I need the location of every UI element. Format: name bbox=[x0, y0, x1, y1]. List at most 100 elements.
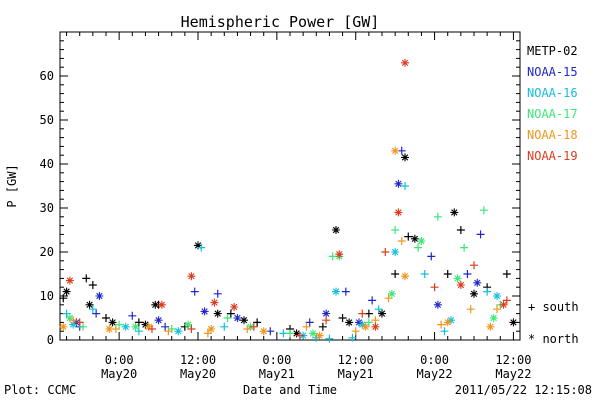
point-north bbox=[108, 318, 117, 327]
point-south bbox=[476, 230, 485, 239]
point-south bbox=[213, 289, 222, 298]
x-tick-date: May21 bbox=[259, 367, 295, 381]
legend-entry-noaa-19: NOAA-19 bbox=[527, 149, 578, 163]
point-south bbox=[190, 287, 199, 296]
point-north bbox=[184, 320, 193, 329]
point-north bbox=[456, 281, 465, 289]
point-north bbox=[65, 276, 74, 285]
point-north bbox=[453, 274, 462, 283]
point-south bbox=[82, 274, 91, 283]
point-north bbox=[59, 322, 68, 331]
point-south bbox=[502, 296, 511, 305]
point-south bbox=[220, 322, 229, 331]
point-north bbox=[443, 318, 452, 327]
y-tick-label: 20 bbox=[40, 245, 54, 259]
point-south bbox=[134, 318, 143, 327]
point-north bbox=[378, 309, 386, 318]
point-north bbox=[230, 303, 239, 311]
y-tick-label: 0 bbox=[47, 333, 54, 347]
point-north bbox=[131, 322, 140, 331]
x-axis-label: Date and Time bbox=[243, 383, 337, 397]
point-south bbox=[381, 248, 390, 256]
series-noaa-18 bbox=[59, 146, 501, 340]
point-south bbox=[460, 243, 469, 252]
point-south bbox=[148, 325, 156, 333]
point-south bbox=[62, 309, 71, 318]
y-tick-label: 50 bbox=[40, 113, 54, 127]
marker-legend-north: * north bbox=[528, 332, 579, 346]
point-north bbox=[174, 327, 183, 336]
point-north bbox=[105, 325, 114, 333]
point-south bbox=[59, 294, 68, 303]
point-south bbox=[368, 296, 377, 305]
point-south bbox=[253, 318, 262, 327]
point-north bbox=[332, 287, 340, 296]
point-south bbox=[404, 232, 413, 241]
legend-entry-metp-02: METP-02 bbox=[527, 44, 578, 58]
point-north bbox=[410, 234, 419, 243]
footer-right: 2011/05/22 12:15:08 bbox=[455, 383, 592, 397]
point-south bbox=[305, 318, 314, 327]
point-south bbox=[128, 311, 137, 320]
x-tick-date: May20 bbox=[180, 367, 216, 381]
point-north bbox=[371, 322, 380, 331]
y-axis-label: P [GW] bbox=[5, 164, 19, 207]
point-south bbox=[302, 322, 311, 331]
point-south bbox=[286, 329, 294, 338]
point-north bbox=[387, 289, 396, 298]
point-south bbox=[456, 226, 465, 234]
point-north bbox=[361, 322, 370, 331]
point-north bbox=[493, 292, 501, 300]
point-south bbox=[374, 305, 383, 314]
point-south bbox=[391, 226, 400, 234]
point-south bbox=[318, 322, 327, 331]
legend-entry-noaa-16: NOAA-16 bbox=[527, 86, 578, 100]
point-north bbox=[358, 320, 367, 329]
point-south bbox=[115, 320, 124, 329]
x-tick-date: May22 bbox=[495, 367, 531, 381]
point-south bbox=[187, 325, 196, 333]
point-north bbox=[470, 289, 478, 298]
point-north bbox=[391, 248, 400, 256]
point-south bbox=[358, 309, 367, 318]
point-south bbox=[430, 283, 439, 292]
series-noaa-15 bbox=[72, 146, 485, 336]
point-south bbox=[420, 270, 429, 278]
point-north bbox=[433, 300, 442, 309]
point-north bbox=[194, 241, 202, 250]
point-south bbox=[203, 329, 212, 338]
legend-entry-noaa-18: NOAA-18 bbox=[527, 128, 578, 142]
series-noaa-19 bbox=[65, 58, 511, 340]
point-south bbox=[79, 322, 87, 331]
point-north bbox=[401, 58, 409, 67]
x-tick-date: May22 bbox=[417, 367, 453, 381]
point-south bbox=[479, 206, 488, 215]
x-tick-time: 12:00 bbox=[338, 353, 374, 367]
point-north bbox=[401, 272, 409, 281]
point-north bbox=[447, 316, 455, 325]
point-south bbox=[102, 314, 110, 322]
y-tick-label: 30 bbox=[40, 201, 54, 215]
series-noaa-17 bbox=[65, 206, 505, 338]
point-south bbox=[161, 322, 170, 331]
point-south bbox=[295, 331, 304, 340]
point-south bbox=[325, 334, 334, 343]
point-south bbox=[134, 327, 143, 336]
point-north bbox=[207, 325, 216, 333]
x-tick-date: May20 bbox=[101, 367, 137, 381]
point-north bbox=[69, 320, 78, 329]
x-tick-time: 0:00 bbox=[262, 353, 291, 367]
point-north bbox=[309, 329, 317, 338]
point-south bbox=[502, 270, 511, 278]
point-north bbox=[394, 208, 403, 217]
footer-left: Plot: CCMC bbox=[4, 383, 76, 397]
point-north bbox=[394, 179, 403, 188]
point-south bbox=[397, 237, 406, 245]
point-north bbox=[144, 322, 153, 331]
point-north bbox=[240, 316, 248, 325]
point-south bbox=[440, 327, 449, 336]
point-north bbox=[85, 300, 94, 309]
point-south bbox=[88, 305, 97, 314]
axes: 01020304050600:00May2012:00May200:00May2… bbox=[40, 31, 531, 381]
